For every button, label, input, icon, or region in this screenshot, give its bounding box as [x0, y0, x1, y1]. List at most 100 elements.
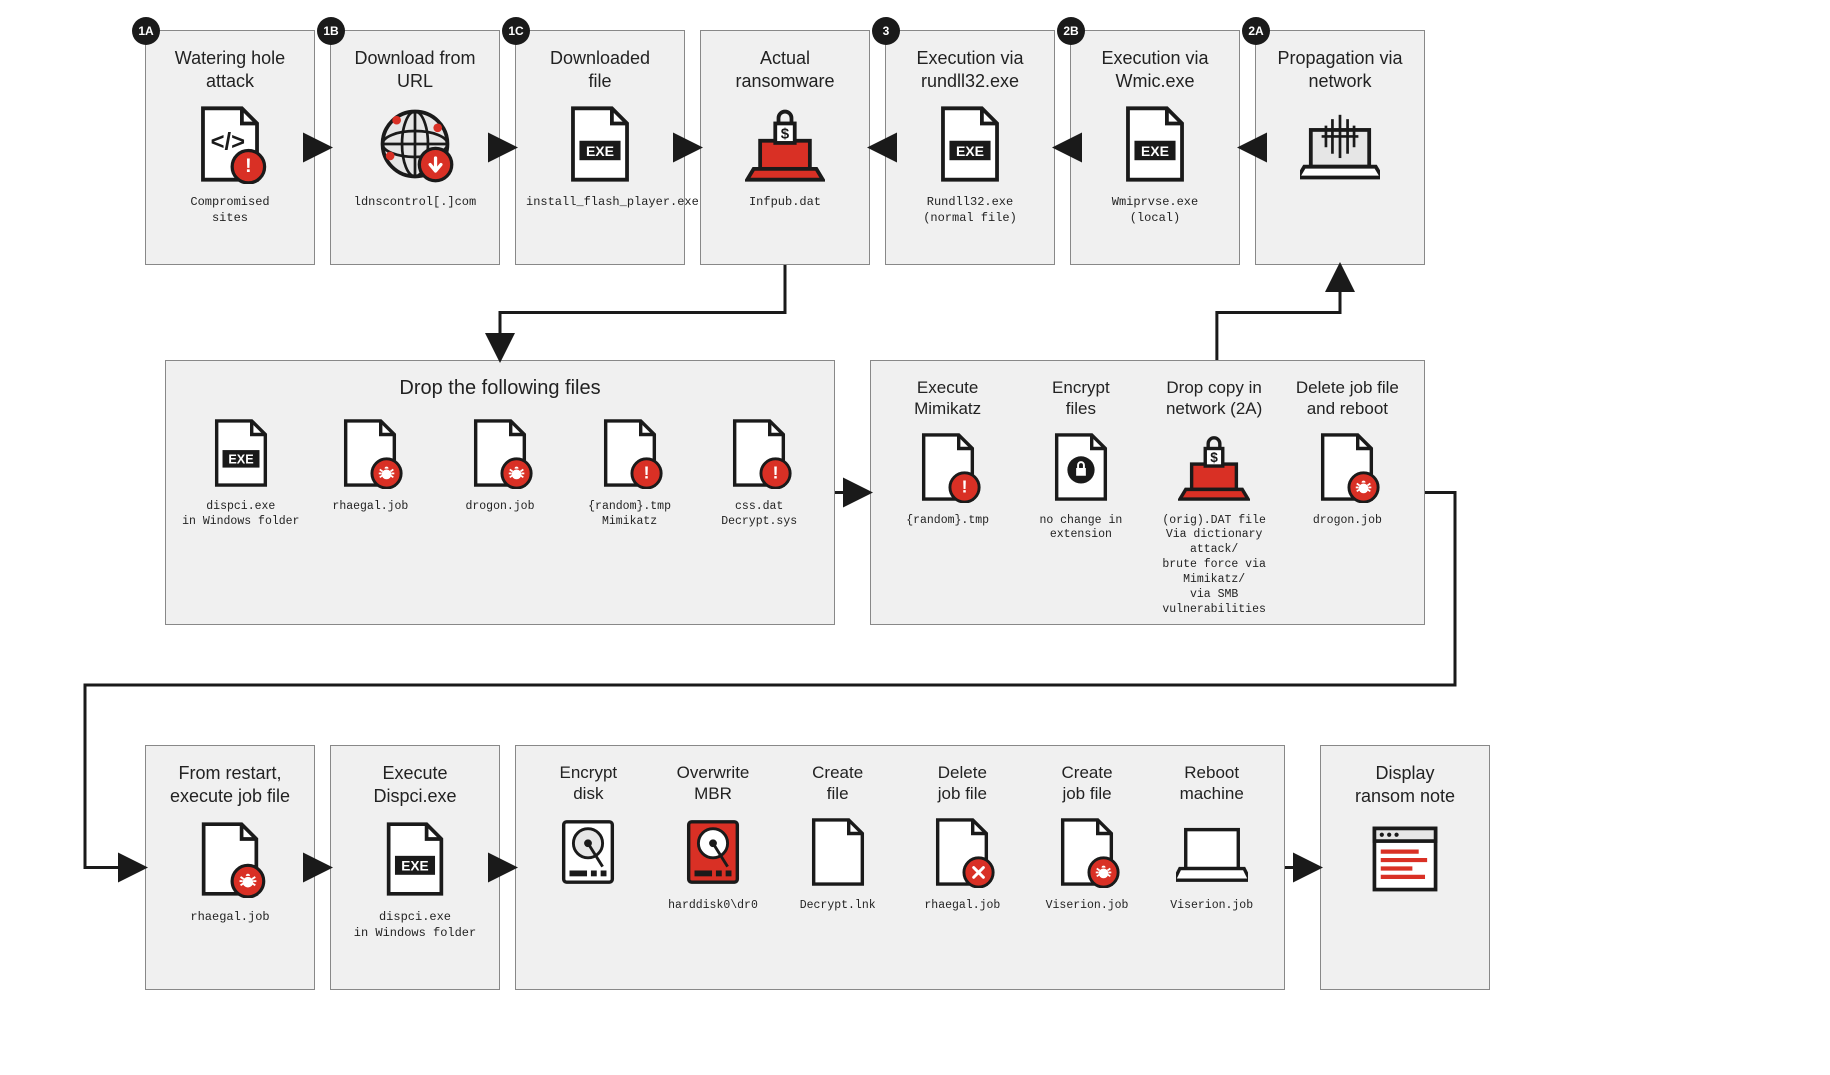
caption: {random}.tmp Mimikatz: [569, 500, 691, 530]
title: Actual ransomware: [711, 47, 859, 92]
caption: {random}.tmp: [885, 514, 1010, 529]
card-ransom-note: Display ransom note: [1320, 745, 1490, 990]
file-bug-icon: [439, 412, 561, 494]
caption: rhaegal.job: [310, 500, 432, 515]
laptop-icon: [1153, 811, 1270, 893]
card-r3l-1: Execute Dispci.exe dispci.exe in Windows…: [330, 745, 500, 990]
caption: drogon.job: [1285, 514, 1410, 529]
action-item: Drop copy in network (2A) (orig).DAT fil…: [1148, 377, 1281, 618]
card-n1c: 1CDownloaded fileinstall_flash_player.ex…: [515, 30, 685, 265]
caption: Decrypt.lnk: [779, 899, 896, 914]
title: Execute Mimikatz: [885, 377, 1010, 420]
caption: rhaegal.job: [156, 909, 304, 925]
title: Execute Dispci.exe: [341, 762, 489, 807]
action-item: Delete job file and reboot drogon.job: [1281, 377, 1414, 618]
card-n2b: 2BExecution via Wmic.exeWmiprvse.exe (lo…: [1070, 30, 1240, 265]
group-drop-title: Drop the following files: [176, 377, 824, 400]
caption: dispci.exe in Windows folder: [341, 909, 489, 941]
drop-item: {random}.tmp Mimikatz: [565, 412, 695, 530]
action-item: Execute Mimikatz {random}.tmp: [881, 377, 1014, 618]
title: Execution via Wmic.exe: [1081, 47, 1229, 92]
file-exe-icon: [180, 412, 302, 494]
caption: rhaegal.job: [904, 899, 1021, 914]
caption: drogon.job: [439, 500, 561, 515]
drop-item: drogon.job: [435, 412, 565, 530]
file-alert-icon: [885, 426, 1010, 508]
caption: Compromised sites: [156, 194, 304, 226]
title: Delete job file and reboot: [1285, 377, 1410, 420]
group-drop-files: Drop the following files dispci.exe in W…: [165, 360, 835, 625]
caption: Viserion.job: [1153, 899, 1270, 914]
title: Overwrite MBR: [655, 762, 772, 805]
caption: Wmiprvse.exe (local): [1081, 194, 1229, 226]
file-exe-icon: [1081, 100, 1229, 188]
file-bug-icon: [156, 815, 304, 903]
file-alert-icon: [569, 412, 691, 494]
caption: no change in extension: [1018, 514, 1143, 544]
laptop-lock-icon: [711, 100, 859, 188]
title: Reboot machine: [1153, 762, 1270, 805]
badge-n1b: 1B: [317, 17, 345, 45]
laptop-network-icon: [1266, 100, 1414, 188]
file-bug-icon: [310, 412, 432, 494]
title: Downloaded file: [526, 47, 674, 92]
file-exe-icon: [526, 100, 674, 188]
browser-text-icon: [1331, 815, 1479, 903]
disk-item: Create file Decrypt.lnk: [775, 762, 900, 913]
card-n2a: 2APropagation via network: [1255, 30, 1425, 265]
file-bug-icon: [1029, 811, 1146, 893]
group-actions: Execute Mimikatz {random}.tmpEncrypt fil…: [870, 360, 1425, 625]
title: Encrypt disk: [530, 762, 647, 805]
action-item: Encrypt files no change in extension: [1014, 377, 1147, 618]
badge-n1a: 1A: [132, 17, 160, 45]
disk-item: Overwrite MBR harddisk0\dr0: [651, 762, 776, 913]
caption: css.dat Decrypt.sys: [698, 500, 820, 530]
caption: Rundll32.exe (normal file): [896, 194, 1044, 226]
disk-item: Create job file Viserion.job: [1025, 762, 1150, 913]
hdd-red-icon: [655, 811, 772, 893]
file-exe-icon: [896, 100, 1044, 188]
card-n1b: 1BDownload from URLldnscontrol[.]com: [330, 30, 500, 265]
title: Watering hole attack: [156, 47, 304, 92]
laptop-lock-icon: [1152, 426, 1277, 508]
title: Drop copy in network (2A): [1152, 377, 1277, 420]
file-lockcircle-icon: [1018, 426, 1143, 508]
badge-n1c: 1C: [502, 17, 530, 45]
badge-n2a: 2A: [1242, 17, 1270, 45]
caption: install_flash_player.exe: [526, 194, 674, 210]
file-alert-icon: [698, 412, 820, 494]
title: Create job file: [1029, 762, 1146, 805]
card-n3: 3Execution via rundll32.exeRundll32.exe …: [885, 30, 1055, 265]
title: Encrypt files: [1018, 377, 1143, 420]
title: Download from URL: [341, 47, 489, 92]
caption: ldnscontrol[.]com: [341, 194, 489, 210]
file-code-alert-icon: [156, 100, 304, 188]
caption: Infpub.dat: [711, 194, 859, 210]
file-x-icon: [904, 811, 1021, 893]
file-exe-icon: [341, 815, 489, 903]
card-nactual: Actual ransomware Infpub.dat: [700, 30, 870, 265]
disk-item: Reboot machine Viserion.job: [1149, 762, 1274, 913]
title: From restart, execute job file: [156, 762, 304, 807]
title: Execution via rundll32.exe: [896, 47, 1044, 92]
card-r3l-0: From restart, execute job file rhaegal.j…: [145, 745, 315, 990]
disk-item: Delete job file rhaegal.job: [900, 762, 1025, 913]
title: Delete job file: [904, 762, 1021, 805]
caption: Viserion.job: [1029, 899, 1146, 914]
group-disk-steps: Encrypt disk Overwrite MBR harddisk0\dr0…: [515, 745, 1285, 990]
file-bug-icon: [1285, 426, 1410, 508]
drop-item: css.dat Decrypt.sys: [694, 412, 824, 530]
title: Display ransom note: [1331, 762, 1479, 807]
hdd-icon: [530, 811, 647, 893]
badge-n2b: 2B: [1057, 17, 1085, 45]
globe-download-icon: [341, 100, 489, 188]
drop-item: dispci.exe in Windows folder: [176, 412, 306, 530]
caption: dispci.exe in Windows folder: [180, 500, 302, 530]
caption: harddisk0\dr0: [655, 899, 772, 914]
badge-n3: 3: [872, 17, 900, 45]
file-blank-icon: [779, 811, 896, 893]
disk-item: Encrypt disk: [526, 762, 651, 913]
title: Propagation via network: [1266, 47, 1414, 92]
caption: (orig).DAT file Via dictionary attack/ b…: [1152, 514, 1277, 619]
card-n1a: 1AWatering hole attackCompromised sites: [145, 30, 315, 265]
